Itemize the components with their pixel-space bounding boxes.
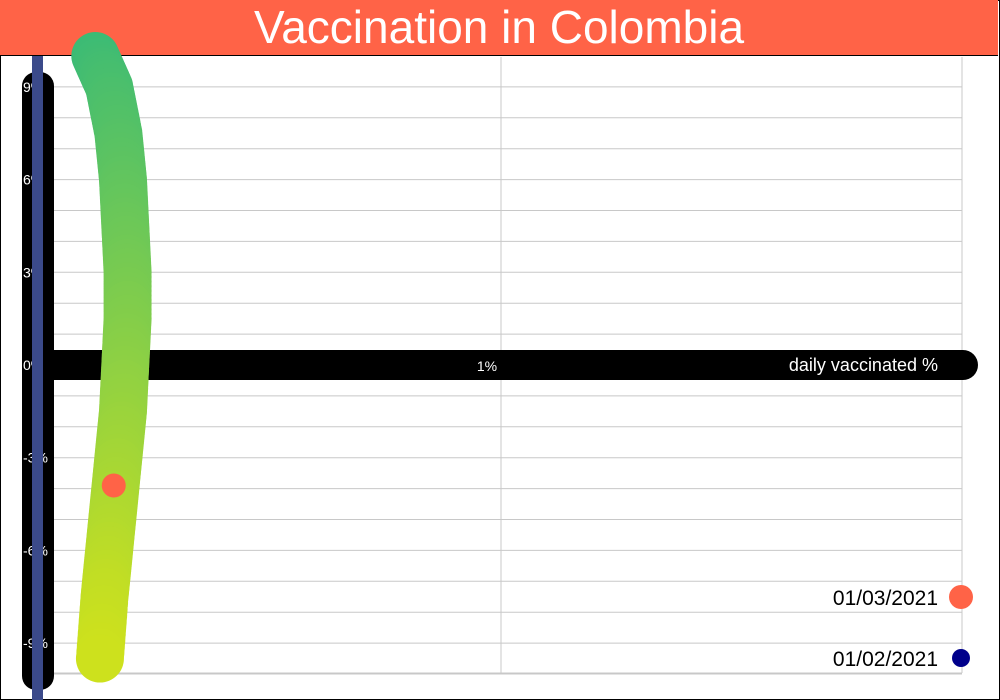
legend-label: 01/03/2021 [833, 587, 938, 610]
vertical-bar [32, 56, 43, 700]
series-point [75, 634, 124, 683]
data-marker [101, 473, 126, 498]
legend-marker [949, 585, 973, 609]
x-axis-band [22, 350, 978, 380]
grid-lines [40, 57, 963, 675]
data-markers [101, 473, 126, 498]
chart-title: Vaccination in Colombia [0, 0, 998, 56]
x-tick-label: 1% [477, 358, 497, 374]
series-line [71, 32, 152, 683]
legend-label: 01/02/2021 [833, 648, 938, 671]
x-axis-label: daily vaccinated % [789, 355, 938, 375]
legend: 01/03/2021 01/02/2021 [833, 585, 973, 671]
legend-marker [952, 649, 970, 667]
